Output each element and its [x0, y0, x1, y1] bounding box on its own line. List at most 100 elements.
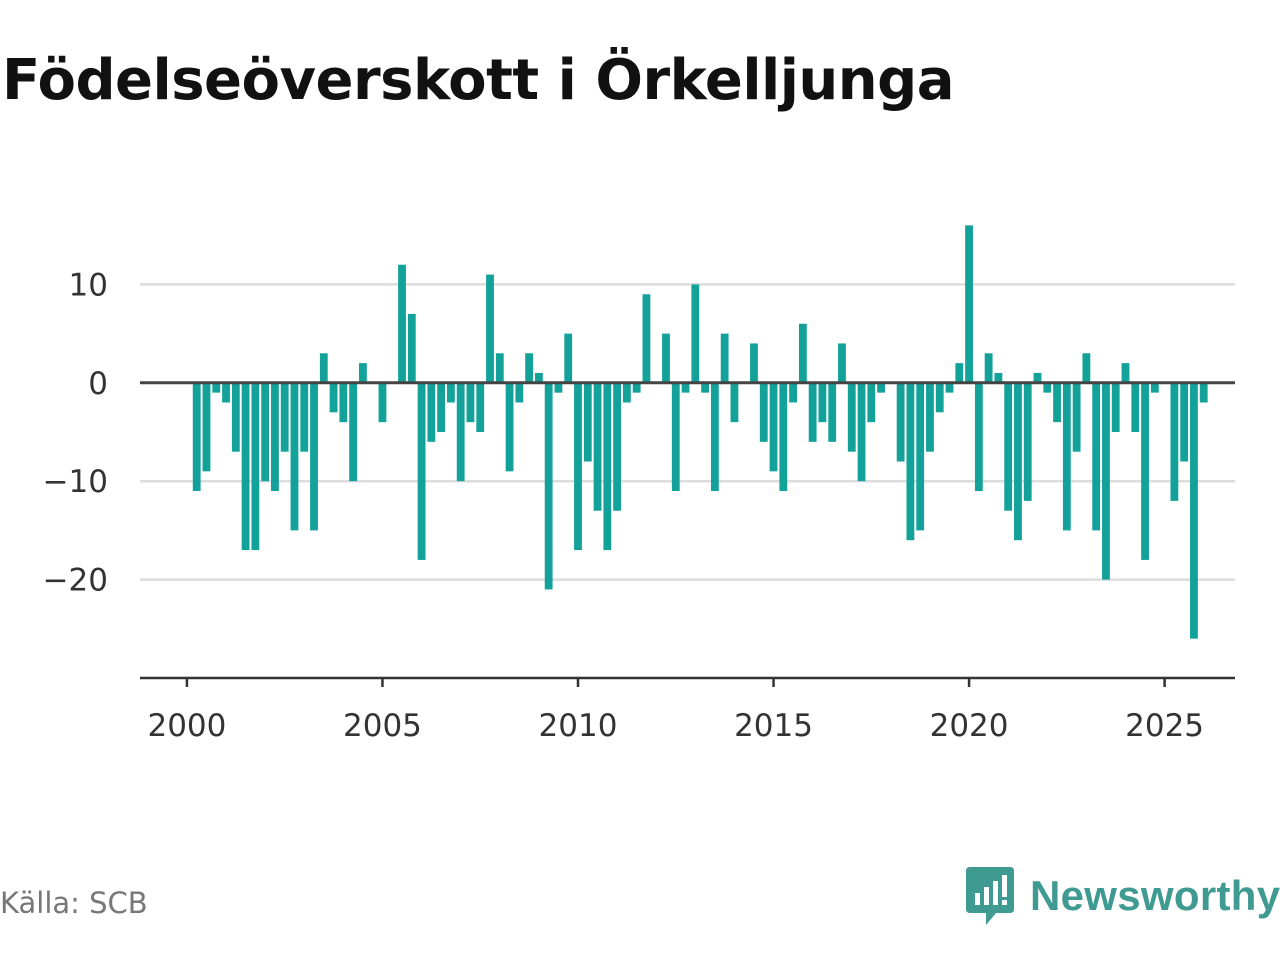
- bar: [828, 382, 837, 442]
- bar: [241, 382, 250, 551]
- bar: [632, 382, 641, 393]
- bar: [407, 313, 416, 383]
- bar: [261, 382, 270, 482]
- bar: [691, 284, 700, 383]
- newsworthy-logo-icon: [966, 867, 1014, 925]
- bar: [378, 382, 387, 423]
- y-tick-label: 0: [88, 366, 108, 402]
- bar: [857, 382, 866, 482]
- bar: [456, 382, 465, 482]
- bar: [935, 382, 944, 413]
- bar: [622, 382, 631, 403]
- bar: [574, 382, 582, 551]
- bar: [300, 382, 309, 452]
- x-axis: 2000 2005 2010 2015 2020 2025: [147, 678, 1204, 744]
- bar: [212, 382, 221, 393]
- bar: [769, 382, 778, 472]
- bar: [544, 382, 553, 590]
- bar: [642, 294, 651, 383]
- bar: [730, 382, 739, 423]
- bar: [1053, 382, 1061, 423]
- bar: [710, 382, 719, 492]
- bar: [486, 274, 494, 383]
- bar: [1004, 382, 1013, 511]
- bar: [290, 382, 299, 531]
- x-tick-label: 2025: [1125, 708, 1204, 744]
- bar: [1111, 382, 1120, 432]
- brand-logo: Newsworthy: [964, 864, 1280, 928]
- bar: [359, 363, 367, 383]
- bar: [759, 382, 768, 442]
- bar: [994, 372, 1003, 383]
- bar: [798, 323, 807, 383]
- bar: [838, 343, 846, 383]
- bar: [1150, 382, 1159, 393]
- bar: [222, 382, 230, 403]
- bar: [720, 333, 729, 383]
- bar: [945, 382, 954, 393]
- bar: [603, 382, 612, 551]
- bar: [534, 372, 543, 383]
- bar: [984, 353, 993, 383]
- bar: [554, 382, 563, 393]
- bar: [1121, 363, 1130, 383]
- bar: [808, 382, 817, 442]
- bar: [750, 343, 758, 383]
- bar: [564, 333, 573, 383]
- y-tick-label: 10: [69, 267, 108, 303]
- bar: [681, 382, 690, 393]
- bar: [202, 382, 211, 472]
- bar: [613, 382, 622, 511]
- gridlines: [140, 283, 1235, 581]
- bar: [1131, 382, 1140, 432]
- bar: [818, 382, 827, 423]
- bar: [231, 382, 240, 452]
- y-tick-label: −10: [43, 464, 108, 500]
- bar: [476, 382, 485, 432]
- bar: [1102, 382, 1110, 580]
- bar: [701, 382, 710, 393]
- y-axis: 10 0 −10 −20: [43, 267, 108, 598]
- bar: [867, 382, 876, 423]
- bar: [1190, 382, 1198, 639]
- bar: [896, 382, 905, 462]
- bar: [1180, 382, 1189, 462]
- bar: [525, 353, 534, 383]
- bar: [1023, 382, 1032, 501]
- bar: [505, 382, 514, 472]
- bar: [1170, 382, 1179, 501]
- bar: [515, 382, 524, 403]
- source-label: Källa: SCB: [0, 886, 148, 920]
- bar: [310, 382, 318, 531]
- bar: [192, 382, 201, 492]
- bar: [319, 353, 328, 383]
- x-tick-label: 2020: [930, 708, 1009, 744]
- bar: [1092, 382, 1101, 531]
- bar: [974, 382, 983, 492]
- bar: [965, 225, 973, 383]
- bar: [916, 382, 925, 531]
- bar: [329, 382, 338, 413]
- bar: [906, 382, 915, 541]
- bar: [495, 353, 504, 383]
- bar: [251, 382, 260, 551]
- bars: [192, 225, 1208, 639]
- bar: [1082, 353, 1091, 383]
- bar: [466, 382, 475, 423]
- bar: [593, 382, 602, 511]
- bar: [417, 382, 426, 560]
- bar: [926, 382, 934, 452]
- chart-area: 10 0 −10 −20 2000 2005 2010 2015 2020 2025: [43, 225, 1235, 744]
- bar: [271, 382, 279, 492]
- bar: [339, 382, 348, 423]
- bar: [437, 382, 446, 432]
- bar: [789, 382, 797, 403]
- bar: [583, 382, 592, 462]
- bar: [1141, 382, 1149, 560]
- bar: [1072, 382, 1081, 452]
- bar: [671, 382, 680, 492]
- bar: [847, 382, 856, 452]
- x-tick-label: 2015: [734, 708, 813, 744]
- bar: [398, 264, 406, 383]
- bar: [779, 382, 788, 492]
